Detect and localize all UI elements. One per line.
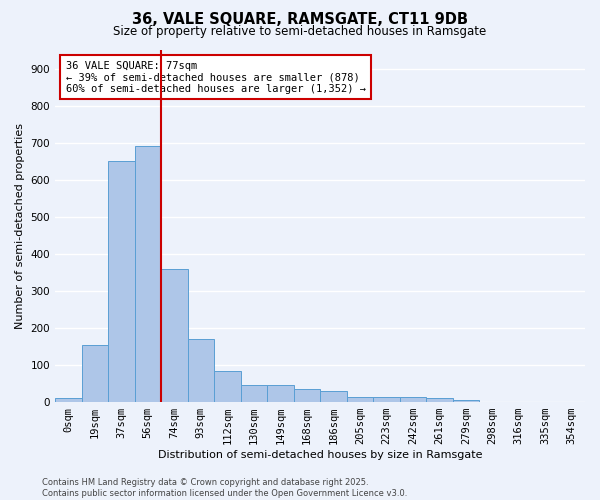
Bar [452,400,479,402]
Bar [400,398,426,402]
Bar [347,396,373,402]
X-axis label: Distribution of semi-detached houses by size in Ramsgate: Distribution of semi-detached houses by … [158,450,482,460]
Bar [188,339,214,402]
Bar [267,386,293,402]
Bar [108,161,134,402]
Bar [241,386,267,402]
Bar [320,391,347,402]
Bar [134,146,161,402]
Bar [55,398,82,402]
Bar [293,389,320,402]
Text: Size of property relative to semi-detached houses in Ramsgate: Size of property relative to semi-detach… [113,25,487,38]
Bar [214,370,241,402]
Text: 36 VALE SQUARE: 77sqm
← 39% of semi-detached houses are smaller (878)
60% of sem: 36 VALE SQUARE: 77sqm ← 39% of semi-deta… [65,60,365,94]
Text: Contains HM Land Registry data © Crown copyright and database right 2025.
Contai: Contains HM Land Registry data © Crown c… [42,478,407,498]
Text: 36, VALE SQUARE, RAMSGATE, CT11 9DB: 36, VALE SQUARE, RAMSGATE, CT11 9DB [132,12,468,28]
Bar [373,398,400,402]
Bar [82,344,108,402]
Y-axis label: Number of semi-detached properties: Number of semi-detached properties [15,123,25,329]
Bar [426,398,452,402]
Bar [161,268,188,402]
